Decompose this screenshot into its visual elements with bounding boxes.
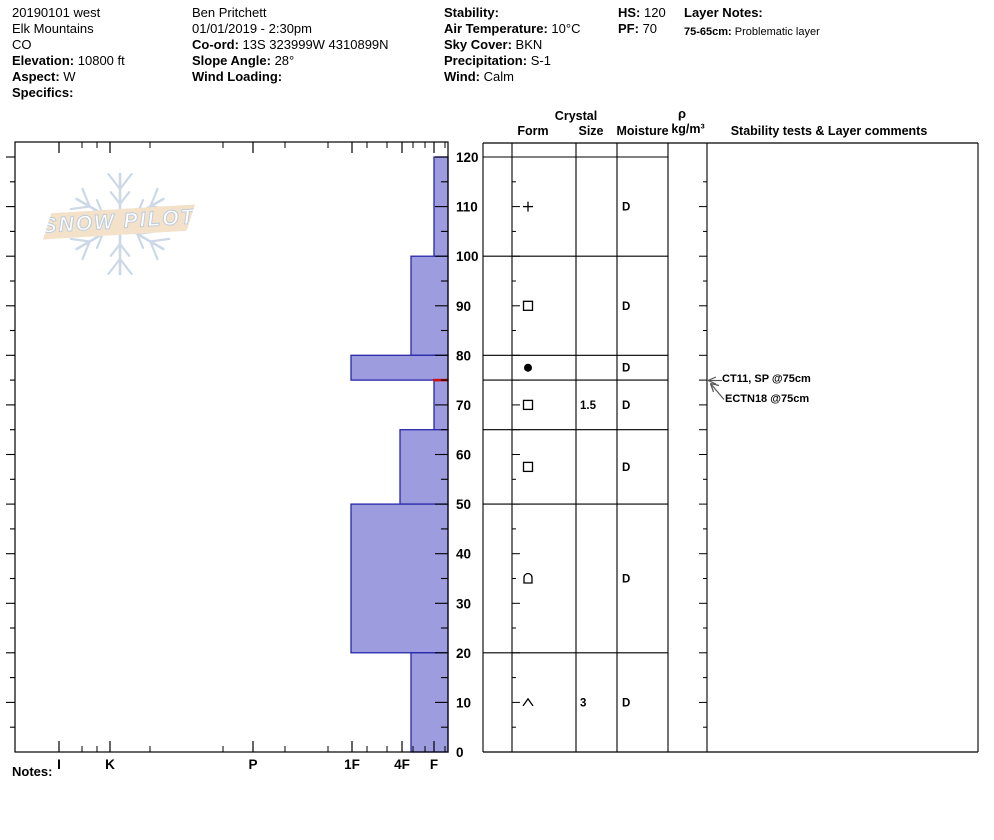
moisture-value: D: [622, 202, 630, 214]
snowflake-icon: [109, 191, 122, 206]
form-symbol-square: [522, 461, 534, 473]
hardness-label: 1F: [344, 757, 360, 772]
depth-label: 80: [456, 348, 471, 363]
header-line: Ben Pritchett: [192, 5, 267, 20]
snowflake-icon: [81, 187, 91, 208]
moisture-value: D: [622, 363, 630, 375]
annotation-arrow: [710, 382, 720, 387]
snowflake-icon: [109, 242, 122, 257]
crystal-size-value: 3: [580, 697, 586, 709]
snowflake-icon: [107, 257, 122, 276]
header-column-1: 20190101 west Elk Mountains CO Elevation: 1…: [12, 5, 125, 101]
crystal-size-value: 1.5: [580, 400, 597, 412]
layer-notes-block: Layer Notes: 75-65cm: Problematic layer: [684, 5, 820, 39]
stability-test-annotation: ECTN18 @75cm: [725, 393, 810, 405]
layer-note-entry: 75-65cm: Problematic layer: [684, 25, 820, 39]
depth-label: 110: [456, 200, 478, 215]
col-header-size: Size: [578, 124, 604, 138]
moisture-value: D: [622, 301, 630, 313]
header-line: Air Temperature: 10°C: [444, 21, 581, 36]
header-line: Slope Angle: 28°: [192, 53, 295, 68]
snowflake-icon: [149, 237, 171, 243]
header-line: 01/01/2019 - 2:30pm: [192, 21, 312, 36]
annotation-arrow: [707, 379, 717, 385]
header-line: Elk Mountains: [12, 21, 94, 36]
hardness-label: 4F: [394, 757, 410, 772]
header-column-2: Ben Pritchett 01/01/2019 - 2:30pm Co-ord: …: [192, 5, 389, 85]
header-line: Sky Cover: BKN: [444, 37, 543, 52]
stability-test-annotation: CT11, SP @75cm: [722, 373, 811, 385]
form-symbol-caret: [522, 697, 534, 707]
header-line: 20190101 west: [12, 5, 101, 20]
layer-note-range: 75-65cm:: [684, 26, 732, 38]
layer-notes-title: Layer Notes:: [684, 5, 763, 20]
depth-label: 70: [456, 398, 471, 413]
depth-label: 30: [456, 596, 471, 611]
header-line: HS: 120: [618, 5, 666, 20]
hardness-bar-50-20cm: [350, 503, 449, 654]
col-header-form: Form: [517, 124, 549, 138]
depth-label: 0: [456, 745, 464, 760]
header-column-4: HS: 120 PF: 70: [618, 5, 666, 37]
plot-border: [14, 141, 449, 753]
depth-label: 20: [456, 646, 471, 661]
moisture-value: D: [622, 574, 630, 586]
hardness-bar-80-75cm: [350, 354, 449, 381]
hardness-label: F: [430, 757, 438, 772]
annotation-arrow: [709, 383, 715, 393]
col-header-comments: Stability tests & Layer comments: [730, 124, 928, 138]
depth-label: 60: [456, 448, 471, 463]
header-line: Aspect: W: [12, 69, 76, 84]
snowflake-icon: [69, 237, 91, 243]
snowflake-icon: [118, 172, 133, 191]
layer-note-text: Problematic layer: [734, 26, 820, 38]
snowflake-icon: [107, 172, 122, 191]
depth-label: 90: [456, 299, 471, 314]
col-header-density-unit: kg/m³: [671, 122, 705, 136]
depth-label: 100: [456, 249, 479, 264]
header-line: Precipitation: S-1: [444, 53, 551, 68]
snowflake-icon: [95, 232, 104, 249]
header-line: Wind: Calm: [444, 69, 514, 84]
hardness-label: P: [248, 757, 257, 772]
snowflake-icon: [149, 187, 159, 208]
form-symbol-square: [522, 399, 534, 411]
annotation-arrow: [707, 376, 717, 382]
moisture-value: D: [622, 400, 630, 412]
hardness-bar-65-50cm: [399, 429, 449, 505]
annotation-arrow: [710, 383, 725, 400]
header-line: Co-ord: 13S 323999W 4310899N: [192, 37, 389, 52]
hardness-label: K: [105, 757, 115, 772]
snowflake-icon: [118, 191, 131, 206]
snowflake-icon: [149, 240, 159, 261]
col-header-crystal: Crystal: [554, 109, 598, 123]
col-header-moisture: Moisture: [616, 124, 669, 138]
moisture-value: D: [622, 462, 630, 474]
header-line: Stability:: [444, 5, 499, 20]
snowflake-icon: [69, 205, 91, 211]
snowflake-icon: [118, 257, 133, 276]
form-symbol-dot: [524, 363, 532, 372]
snowflake-icon: [136, 232, 145, 249]
form-symbol-square: [522, 300, 534, 311]
depth-label: 10: [456, 695, 471, 710]
col-header-density: ρ: [677, 106, 687, 121]
depth-label: 120: [456, 150, 479, 165]
depth-label: 40: [456, 547, 471, 562]
header-column-3: Stability: Air Temperature: 10°C Sky Cove…: [444, 5, 580, 85]
header-line: Elevation: 10800 ft: [12, 53, 125, 68]
depth-label: 50: [456, 497, 471, 512]
snowflake-icon: [81, 240, 91, 261]
header-line: PF: 70: [618, 21, 658, 36]
hardness-label: I: [57, 757, 61, 772]
header-line: Wind Loading:: [192, 69, 283, 84]
notes-label: Notes:: [12, 764, 53, 779]
form-symbol-round-top-square: [523, 572, 533, 584]
snowflake-icon: [118, 242, 131, 257]
moisture-value: D: [622, 697, 630, 709]
header-line: CO: [12, 37, 32, 52]
header-line: Specifics:: [12, 85, 74, 100]
